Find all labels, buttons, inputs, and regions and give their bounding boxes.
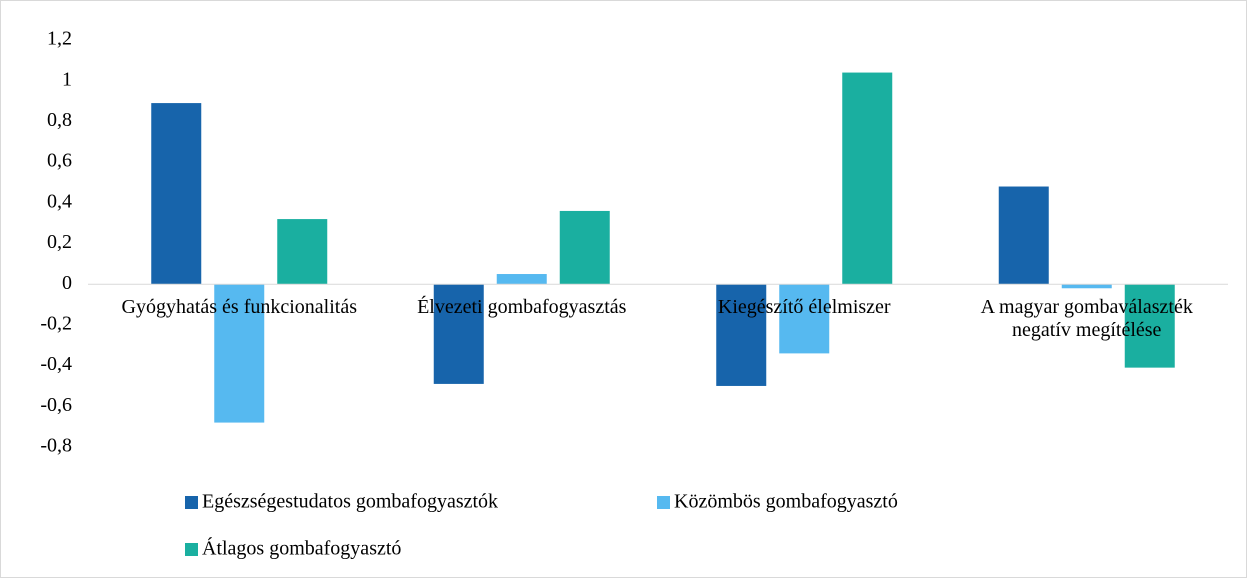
y-tick-label: 0,6 [47,150,72,172]
legend-label: Átlagos gombafogyasztó [202,537,401,560]
bar [1124,284,1175,368]
x-tick-label: Gyógyhatás és funkcionalitás [121,296,358,319]
legend-swatch [657,496,670,509]
bar [496,274,547,285]
y-tick-label: 0 [62,272,72,294]
x-tick-label: Élvezeti gombafogyasztás [417,296,627,319]
legend-swatch [185,543,198,556]
y-tick-label: 0,2 [47,231,72,253]
legend-label: Egészségestudatos gombafogyasztók [202,491,498,513]
y-tick-label: 0,8 [47,109,72,131]
bar [998,186,1049,285]
bar [214,284,265,423]
legend-label: Közömbös gombafogyasztó [674,491,898,513]
y-tick-label: 0,4 [47,190,72,212]
y-tick-label: -0,4 [40,353,72,375]
bar [716,284,767,386]
x-tick-label: Kiegészítő élelmiszer [717,296,891,319]
bar [1061,284,1112,289]
y-tick-label: -0,6 [40,394,72,416]
bar [433,284,484,384]
bar [559,210,610,285]
y-tick-label: -0,8 [40,435,72,457]
bar [277,219,328,285]
bar [779,284,830,354]
x-tick-label: A magyar gombaválaszték negatív megítélé… [980,296,1193,342]
legend-swatch [185,496,198,509]
y-tick-label: -0,2 [40,312,72,334]
bar [151,103,202,285]
y-tick-label: 1 [62,68,72,90]
bar [842,72,893,285]
y-tick-label: 1,2 [47,28,72,50]
